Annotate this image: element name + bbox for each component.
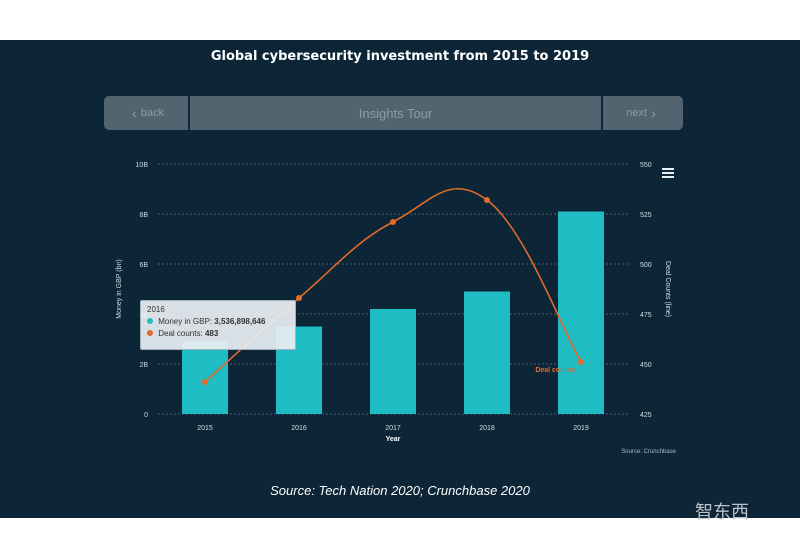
line-annotation: Deal counts: [535, 367, 575, 374]
bar-2015: [182, 341, 228, 414]
bar-2018: [464, 291, 510, 414]
bar-legend-dot-icon: [147, 318, 153, 324]
tooltip-money-value: 3,536,898,646: [214, 317, 266, 326]
back-label: back: [140, 107, 164, 119]
y-left-tick-label: 8B: [139, 212, 148, 219]
chart-title: Global cybersecurity investment from 201…: [210, 49, 590, 64]
y-left-tick-label: 2B: [139, 362, 148, 369]
insights-tour-bar[interactable]: Insights Tour: [190, 96, 601, 130]
tooltip-money-label: Money in GBP:: [158, 317, 213, 326]
y-left-tick-label: 0: [144, 412, 148, 419]
next-button[interactable]: next ›: [603, 96, 683, 130]
line-legend-dot-icon: [147, 330, 153, 336]
deal-point-2016: [296, 295, 302, 301]
x-tick-label: 2019: [573, 425, 589, 432]
tooltip-header: 2016: [147, 305, 165, 314]
x-tick-label: 2018: [479, 425, 495, 432]
chart-tooltip: 2016 Money in GBP: 3,536,898,646 Deal co…: [140, 300, 296, 350]
x-axis-title: Year: [386, 436, 401, 443]
tooltip-deal-value: 483: [204, 329, 219, 338]
y-left-axis-title: Money in GBP (bn): [116, 259, 123, 318]
bar-2017: [370, 309, 416, 414]
next-label: next: [626, 107, 648, 119]
insights-tour-label: Insights Tour: [358, 105, 433, 121]
x-tick-label: 2015: [197, 425, 213, 432]
hamburger-menu-icon[interactable]: [662, 168, 674, 178]
deal-point-2018: [484, 197, 490, 203]
y-right-tick-label: 425: [640, 412, 652, 419]
chevron-right-icon: ›: [651, 105, 656, 121]
tooltip-money-row: Money in GBP: 3,536,898,646: [147, 317, 289, 326]
y-right-axis-title: Deal Counts (line): [664, 261, 671, 317]
page-source-caption: Source: Tech Nation 2020; Crunchbase 202…: [270, 483, 530, 498]
y-left-tick-label: 10B: [136, 162, 149, 169]
combo-chart: 02B4B6B8B10B4254504755005255502015201620…: [116, 162, 671, 443]
y-right-tick-label: 475: [640, 312, 652, 319]
x-tick-label: 2016: [291, 425, 307, 432]
watermark-logo: 智东西: [695, 502, 749, 523]
y-right-tick-label: 500: [640, 262, 652, 269]
y-right-tick-label: 525: [640, 212, 652, 219]
y-right-tick-label: 450: [640, 362, 652, 369]
y-right-tick-label: 550: [640, 162, 652, 169]
chart-source-credit: Source: Crunchbase: [621, 449, 676, 455]
tooltip-deal-row: Deal counts: 483: [147, 329, 289, 338]
deal-point-2019: [578, 359, 584, 365]
bar-2019: [558, 211, 604, 414]
back-button[interactable]: ‹ back: [104, 96, 188, 130]
y-left-tick-label: 6B: [139, 262, 148, 269]
chevron-left-icon: ‹: [132, 105, 137, 121]
deal-point-2015: [202, 379, 208, 385]
tooltip-deal-label: Deal counts:: [158, 329, 203, 338]
deal-point-2017: [390, 219, 396, 225]
x-tick-label: 2017: [385, 425, 401, 432]
chart-panel: Global cybersecurity investment from 201…: [0, 40, 800, 518]
